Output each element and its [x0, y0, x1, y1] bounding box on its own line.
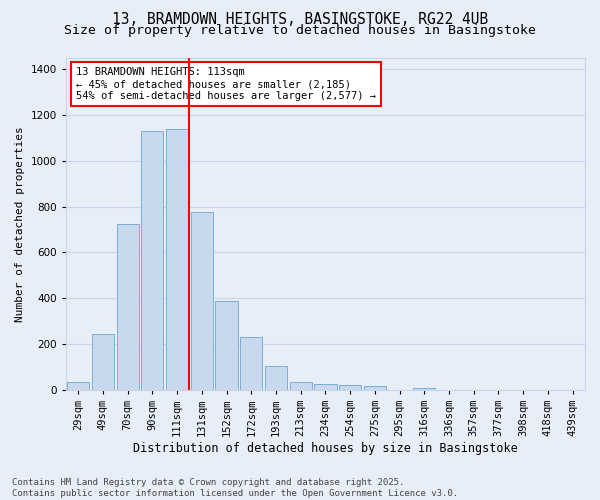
Bar	[413, 388, 436, 390]
Bar	[314, 384, 337, 390]
Bar	[215, 300, 238, 390]
Bar	[141, 131, 163, 390]
X-axis label: Distribution of detached houses by size in Basingstoke: Distribution of detached houses by size …	[133, 442, 518, 455]
Text: 13 BRAMDOWN HEIGHTS: 113sqm
← 45% of detached houses are smaller (2,185)
54% of : 13 BRAMDOWN HEIGHTS: 113sqm ← 45% of det…	[76, 68, 376, 100]
Bar	[166, 128, 188, 390]
Bar	[92, 334, 114, 390]
Bar	[240, 337, 262, 390]
Text: 13, BRAMDOWN HEIGHTS, BASINGSTOKE, RG22 4UB: 13, BRAMDOWN HEIGHTS, BASINGSTOKE, RG22 …	[112, 12, 488, 28]
Bar	[339, 386, 361, 390]
Text: Contains HM Land Registry data © Crown copyright and database right 2025.
Contai: Contains HM Land Registry data © Crown c…	[12, 478, 458, 498]
Y-axis label: Number of detached properties: Number of detached properties	[15, 126, 25, 322]
Bar	[191, 212, 213, 390]
Bar	[116, 224, 139, 390]
Bar	[265, 366, 287, 390]
Bar	[290, 382, 312, 390]
Bar	[67, 382, 89, 390]
Text: Size of property relative to detached houses in Basingstoke: Size of property relative to detached ho…	[64, 24, 536, 37]
Bar	[364, 386, 386, 390]
